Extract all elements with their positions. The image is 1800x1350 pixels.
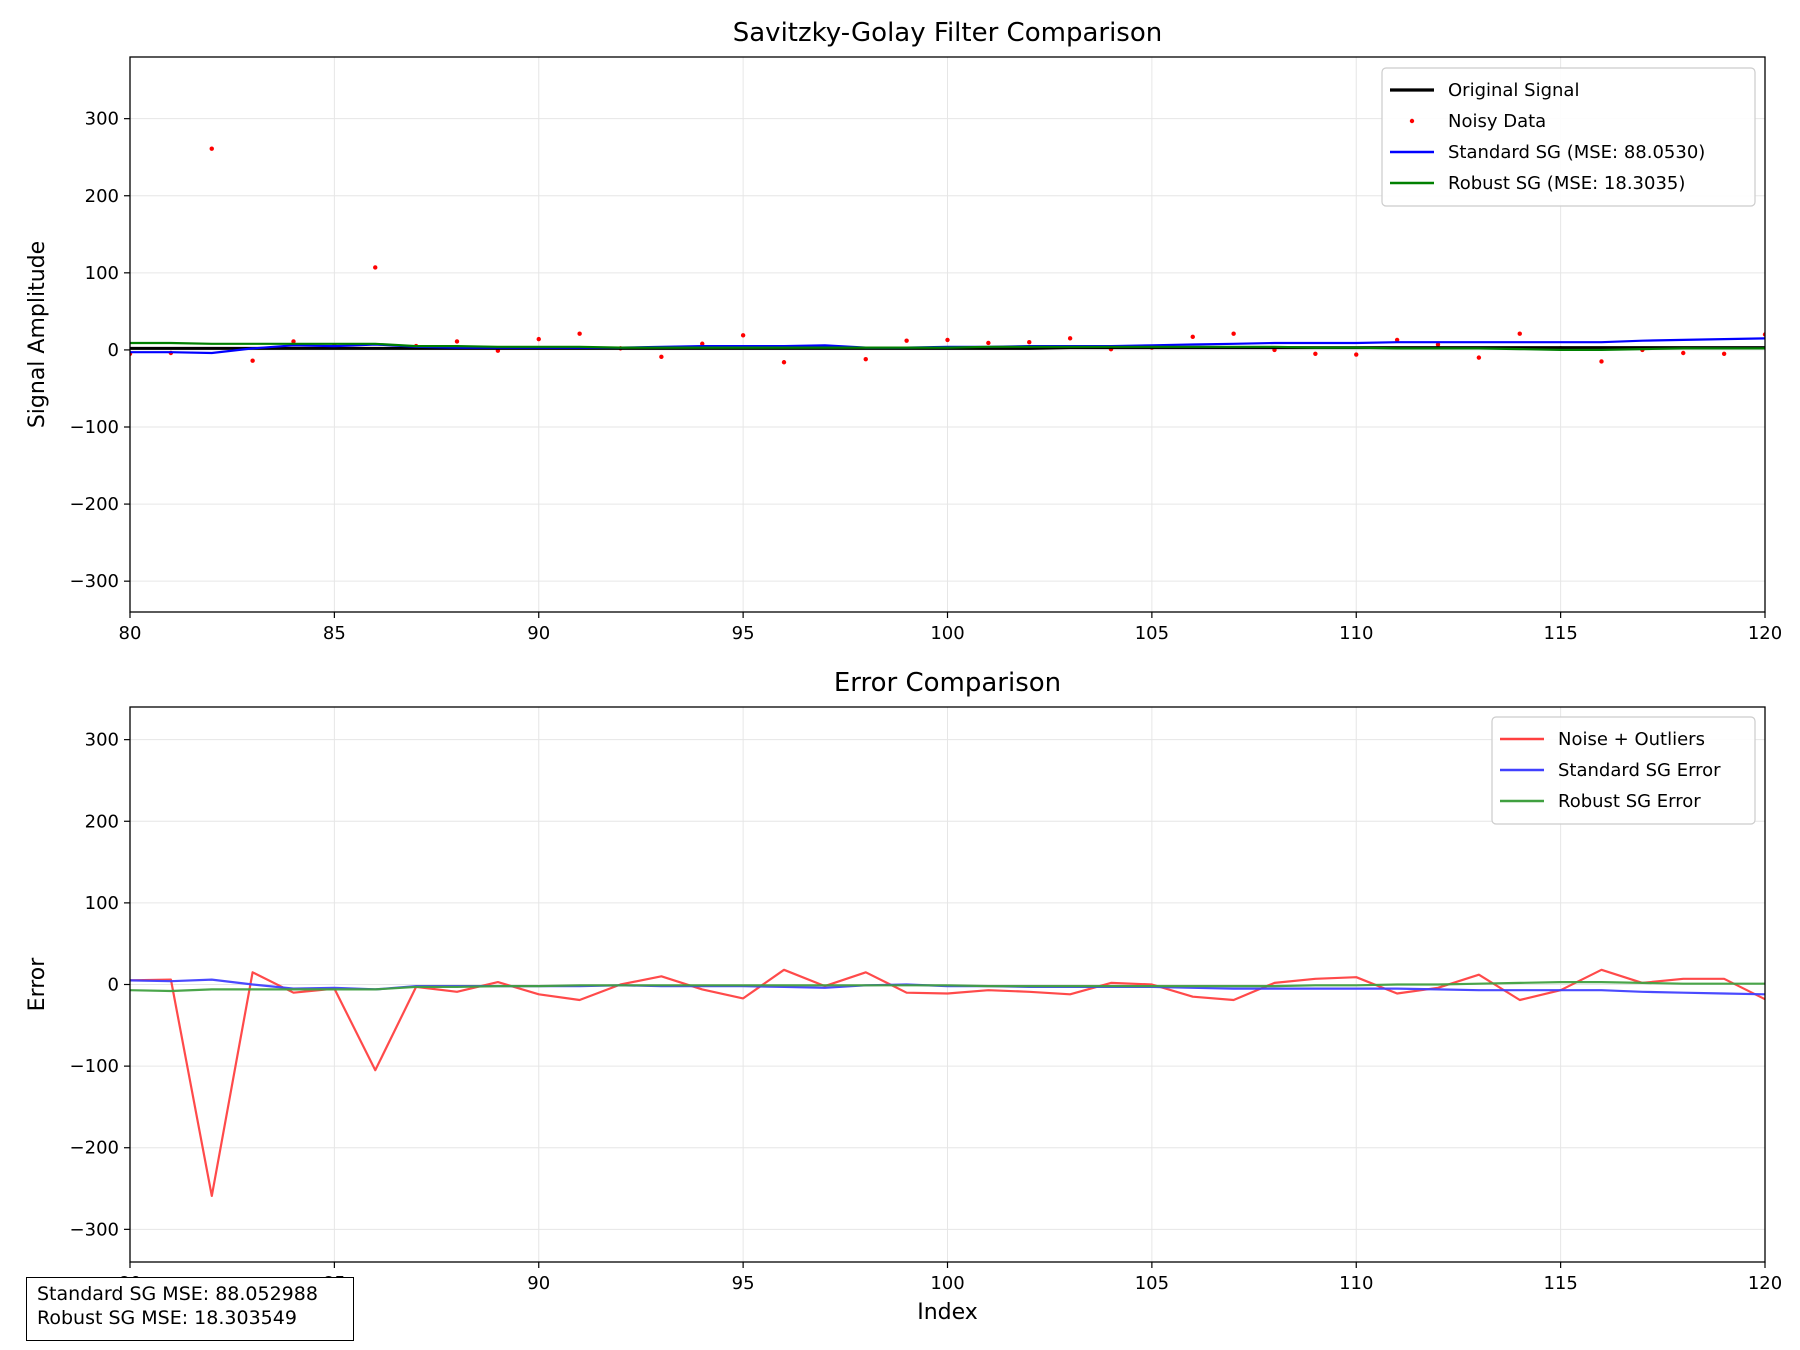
y-tick-label: 100: [85, 893, 119, 914]
x-tick-label: 110: [1339, 623, 1373, 644]
x-tick-label: 80: [119, 623, 142, 644]
data-point-noisy-data: [250, 358, 255, 363]
data-point-noisy-data: [1721, 351, 1727, 356]
series-line-robust-sg-error: [130, 980, 1765, 993]
data-point-noisy-data: [1190, 334, 1195, 340]
data-point-noisy-data: [659, 354, 664, 360]
chart-title-signal: Savitzky-Golay Filter Comparison: [733, 18, 1162, 48]
x-tick-label: 95: [732, 623, 755, 644]
data-point-noisy-data: [863, 356, 868, 362]
x-tick-label: 90: [527, 623, 550, 644]
data-point-noisy-data: [945, 337, 950, 343]
data-point-noisy-data: [291, 339, 296, 344]
legend-label: Original Signal: [1448, 80, 1579, 101]
y-tick-label: −200: [70, 494, 119, 515]
standard-sg-mse-text: Standard SG MSE: 88.052988: [37, 1283, 318, 1305]
legend-marker: [1409, 118, 1415, 124]
y-tick-label: 300: [85, 109, 119, 130]
y-tick-label: −300: [70, 1219, 119, 1240]
data-point-noisy-data: [1231, 331, 1236, 336]
x-tick-label: 120: [1748, 1273, 1782, 1294]
y-tick-label: −200: [70, 1138, 119, 1159]
y-tick-label: −300: [70, 571, 119, 592]
legend-box: [1381, 67, 1756, 207]
legend-signal: Original Signal Noisy Data Standard SG (MS…: [1381, 67, 1756, 207]
y-tick-label: 200: [85, 811, 119, 832]
y-tick-label: 0: [108, 340, 119, 361]
y-tick-label: 0: [108, 975, 119, 996]
data-point-noisy-data: [740, 333, 746, 338]
y-tick-label: −100: [70, 417, 119, 438]
x-tick-label: 115: [1543, 1273, 1577, 1294]
x-tick-label: 105: [1135, 623, 1169, 644]
data-point-noisy-data: [1517, 331, 1522, 336]
data-point-noisy-data: [209, 146, 214, 151]
data-point-noisy-data: [536, 336, 541, 342]
panel-error: 80859095100105110115120−300−200−10001002…: [25, 668, 1782, 1325]
chart-title-error: Error Comparison: [834, 668, 1061, 698]
data-point-noisy-data: [1313, 351, 1318, 356]
mse-summary-box: Standard SG MSE: 88.052988 Robust SG MSE…: [26, 1277, 354, 1341]
data-point-noisy-data: [1354, 352, 1359, 357]
legend-label: Robust SG (MSE: 18.3035): [1448, 173, 1685, 194]
x-tick-label: 100: [930, 1273, 964, 1294]
data-point-noisy-data: [700, 341, 705, 346]
y-tick-label: 100: [85, 263, 119, 284]
y-axis-label-error: Error: [25, 957, 50, 1012]
legend-label: Standard SG (MSE: 88.0530): [1448, 142, 1705, 163]
x-tick-label: 100: [930, 623, 964, 644]
series-line-robust-sg-mse-18-3035: [130, 341, 1765, 351]
panel-signal: 80 85 90 95 100 105 110 115 120 −300 −200 −100 0 100 2…: [25, 18, 1782, 644]
grid-signal: [129, 57, 1766, 612]
data-point-noisy-data: [1067, 336, 1073, 341]
data-point-noisy-data: [986, 340, 991, 346]
legend-box: [1491, 716, 1756, 825]
series-group-signal: [130, 146, 1765, 365]
data-point-noisy-data: [454, 339, 460, 344]
data-point-noisy-data: [1681, 350, 1686, 356]
y-tick-label: 200: [85, 186, 119, 207]
data-point-noisy-data: [1599, 359, 1604, 364]
data-point-noisy-data: [577, 331, 582, 336]
legend-label: Robust SG Error: [1558, 791, 1701, 812]
data-point-noisy-data: [373, 265, 378, 270]
x-tick-label: 120: [1748, 623, 1782, 644]
series-group-error: [130, 968, 1765, 1198]
x-tick-label: 110: [1339, 1273, 1373, 1294]
data-point-noisy-data: [781, 360, 787, 365]
data-point-noisy-data: [1476, 355, 1482, 360]
legend-label: Noisy Data: [1448, 111, 1546, 132]
x-tick-label: 115: [1543, 623, 1577, 644]
y-axis-label-signal: Signal Amplitude: [25, 241, 50, 428]
y-tick-label: 300: [85, 730, 119, 751]
data-point-noisy-data: [1027, 340, 1032, 345]
x-tick-label: 90: [527, 1273, 550, 1294]
data-point-noisy-data: [904, 338, 909, 343]
x-tick-label: 85: [323, 623, 346, 644]
legend-error: Noise + Outliers Standard SG Error Robust …: [1491, 716, 1756, 825]
y-tick-label: −100: [70, 1056, 119, 1077]
robust-sg-mse-text: Robust SG MSE: 18.303549: [37, 1307, 297, 1329]
legend-label: Standard SG Error: [1558, 760, 1721, 781]
x-axis-label-error: Index: [917, 1300, 978, 1325]
legend-label: Noise + Outliers: [1558, 729, 1705, 750]
x-tick-label: 95: [732, 1273, 755, 1294]
x-tick-label: 105: [1135, 1273, 1169, 1294]
data-point-noisy-data: [1394, 337, 1400, 343]
data-point-noisy-data: [1435, 342, 1441, 347]
